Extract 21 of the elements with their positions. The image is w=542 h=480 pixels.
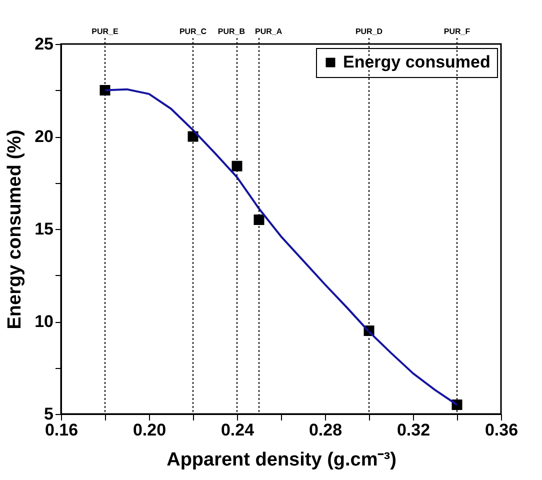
x-tick-label: 0.20 (132, 420, 166, 440)
y-tick-label: 10 (34, 312, 54, 331)
x-axis-title: Apparent density (g.cm⁻³) (166, 450, 396, 470)
y-tick-label: 20 (34, 127, 54, 146)
x-tick-label: 0.24 (220, 420, 255, 440)
x-tick-label: 0.32 (396, 420, 430, 440)
y-axis-title: Energy consumed (%) (4, 130, 26, 330)
ref-line-label: PUR_D (355, 27, 383, 36)
y-tick-label: 25 (34, 34, 54, 54)
ref-line-label: PUR_C (179, 27, 207, 36)
x-tick-label: 0.16 (44, 420, 78, 440)
ref-line-label: PUR_B (218, 27, 246, 36)
x-tick-label: 0.28 (308, 420, 342, 440)
ref-line-label: PUR_F (444, 27, 470, 36)
y-tick-label: 15 (34, 220, 54, 238)
ref-line-label: PUR_A (255, 27, 282, 36)
y-tick-label: 5 (44, 404, 54, 424)
x-tick-label: 0.36 (484, 420, 518, 440)
ref-line-label: PUR_E (92, 27, 119, 36)
legend-label: Energy consumed (343, 52, 490, 72)
point (232, 160, 242, 172)
